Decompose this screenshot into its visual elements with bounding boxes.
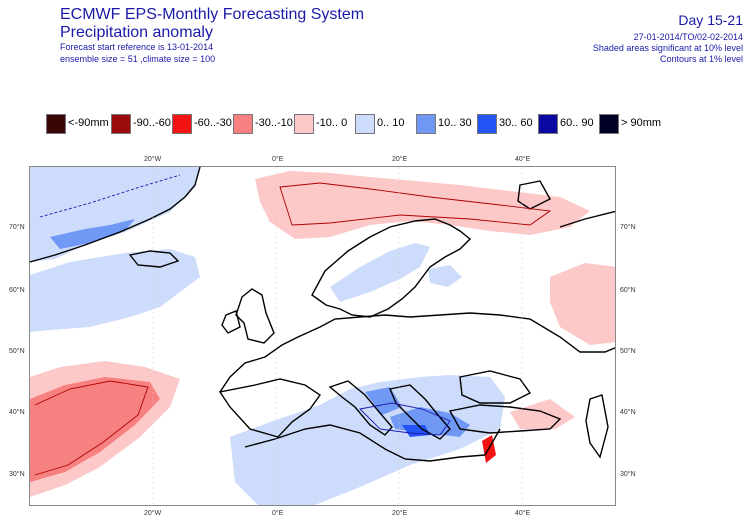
significance-contours [34, 174, 552, 476]
legend-swatch [538, 114, 558, 134]
uk-coast [235, 288, 275, 344]
blue-contour-mediterranean [359, 402, 451, 436]
ural-red-area [550, 263, 615, 345]
lat-tick-right: 70°N [620, 224, 636, 231]
arctic-coast [559, 210, 615, 228]
lat-tick-right: 30°N [620, 471, 636, 478]
coastlines [30, 167, 615, 462]
novaya-zemlya-coast [517, 180, 551, 210]
lon-tick-top: 20°W [144, 156, 162, 163]
legend-label: 0.. 10 [377, 117, 405, 129]
greenland-blue-area [30, 167, 200, 262]
contour-note: Contours at 1% level [659, 54, 743, 64]
red-contour-atlantic [34, 380, 149, 476]
lon-tick-top: 0°E [272, 156, 284, 163]
red-contour-arctic [279, 182, 552, 226]
europe-mainland-coast [219, 312, 615, 393]
precipitation-anomaly-map [29, 166, 616, 506]
lon-tick-top: 20°E [392, 156, 408, 163]
legend-label: <-90mm [68, 117, 109, 129]
map-subtitle: Precipitation anomaly [60, 24, 213, 41]
legend-label: 60.. 90 [560, 117, 594, 129]
legend-swatch [416, 114, 436, 134]
lat-tick-left: 30°N [9, 471, 25, 478]
legend-label: -10.. 0 [316, 117, 348, 129]
iceland-coast [128, 250, 180, 268]
legend-swatch [46, 114, 66, 134]
greenland-coast [30, 167, 201, 263]
legend-label: -60..-30 [194, 117, 232, 129]
lon-tick-bottom: 20°E [392, 510, 408, 517]
lat-tick-right: 40°N [620, 409, 636, 416]
legend-label: -90..-60 [133, 117, 171, 129]
map-canvas [30, 167, 615, 505]
blue-contour-greenland [39, 174, 181, 218]
legend-label: > 90mm [621, 117, 662, 129]
lat-tick-right: 60°N [620, 287, 636, 294]
italy-coast [328, 380, 393, 436]
turkey-coast [448, 404, 562, 434]
ensemble-info: ensemble size = 51 ,climate size = 100 [60, 54, 216, 64]
legend-swatch [477, 114, 497, 134]
legend-swatch [599, 114, 619, 134]
scandinavia-blue-area [330, 243, 430, 302]
legend-swatch [294, 114, 314, 134]
lon-tick-bottom: 20°W [144, 510, 162, 517]
ireland-coast [221, 310, 241, 334]
legend-label: 30.. 60 [499, 117, 533, 129]
balkans-coast [389, 384, 451, 440]
atlantic-blue-area [30, 249, 200, 332]
lat-tick-left: 60°N [9, 287, 25, 294]
legend-swatch [355, 114, 375, 134]
lon-tick-bottom: 0°E [272, 510, 284, 517]
legend-label: -30..-10 [255, 117, 293, 129]
lat-tick-left: 70°N [9, 224, 25, 231]
scandinavia-coast [311, 218, 472, 318]
date-range: 27-01-2014/TO/02-02-2014 [633, 32, 743, 42]
lat-tick-left: 50°N [9, 348, 25, 355]
map-title: ECMWF EPS-Monthly Forecasting System [60, 6, 365, 23]
shaded-note: Shaded areas significant at 10% level [592, 43, 743, 53]
mediterranean-blue-area [230, 375, 505, 505]
lon-tick-top: 40°E [515, 156, 531, 163]
graticule [152, 167, 523, 505]
baltic-blue-area [428, 265, 462, 287]
lon-tick-bottom: 40°E [515, 510, 531, 517]
atlantic-red-core [30, 377, 160, 482]
labrador-blue-area [50, 219, 135, 249]
positive-anomaly-areas [30, 167, 505, 505]
legend-swatch [233, 114, 253, 134]
black-sea-coast [459, 370, 532, 404]
legend-swatch [172, 114, 192, 134]
day-range: Day 15-21 [678, 12, 743, 28]
forecast-reference: Forecast start reference is 13-01-2014 [60, 42, 214, 52]
levant-coast [484, 428, 501, 456]
caspian-coast [585, 394, 609, 459]
legend-swatch [111, 114, 131, 134]
lat-tick-left: 40°N [9, 409, 25, 416]
lat-tick-right: 50°N [620, 348, 636, 355]
legend-label: 10.. 30 [438, 117, 472, 129]
north-africa-coast [244, 424, 486, 462]
iberia-coast [218, 378, 321, 438]
turkey-red-area [510, 399, 575, 429]
